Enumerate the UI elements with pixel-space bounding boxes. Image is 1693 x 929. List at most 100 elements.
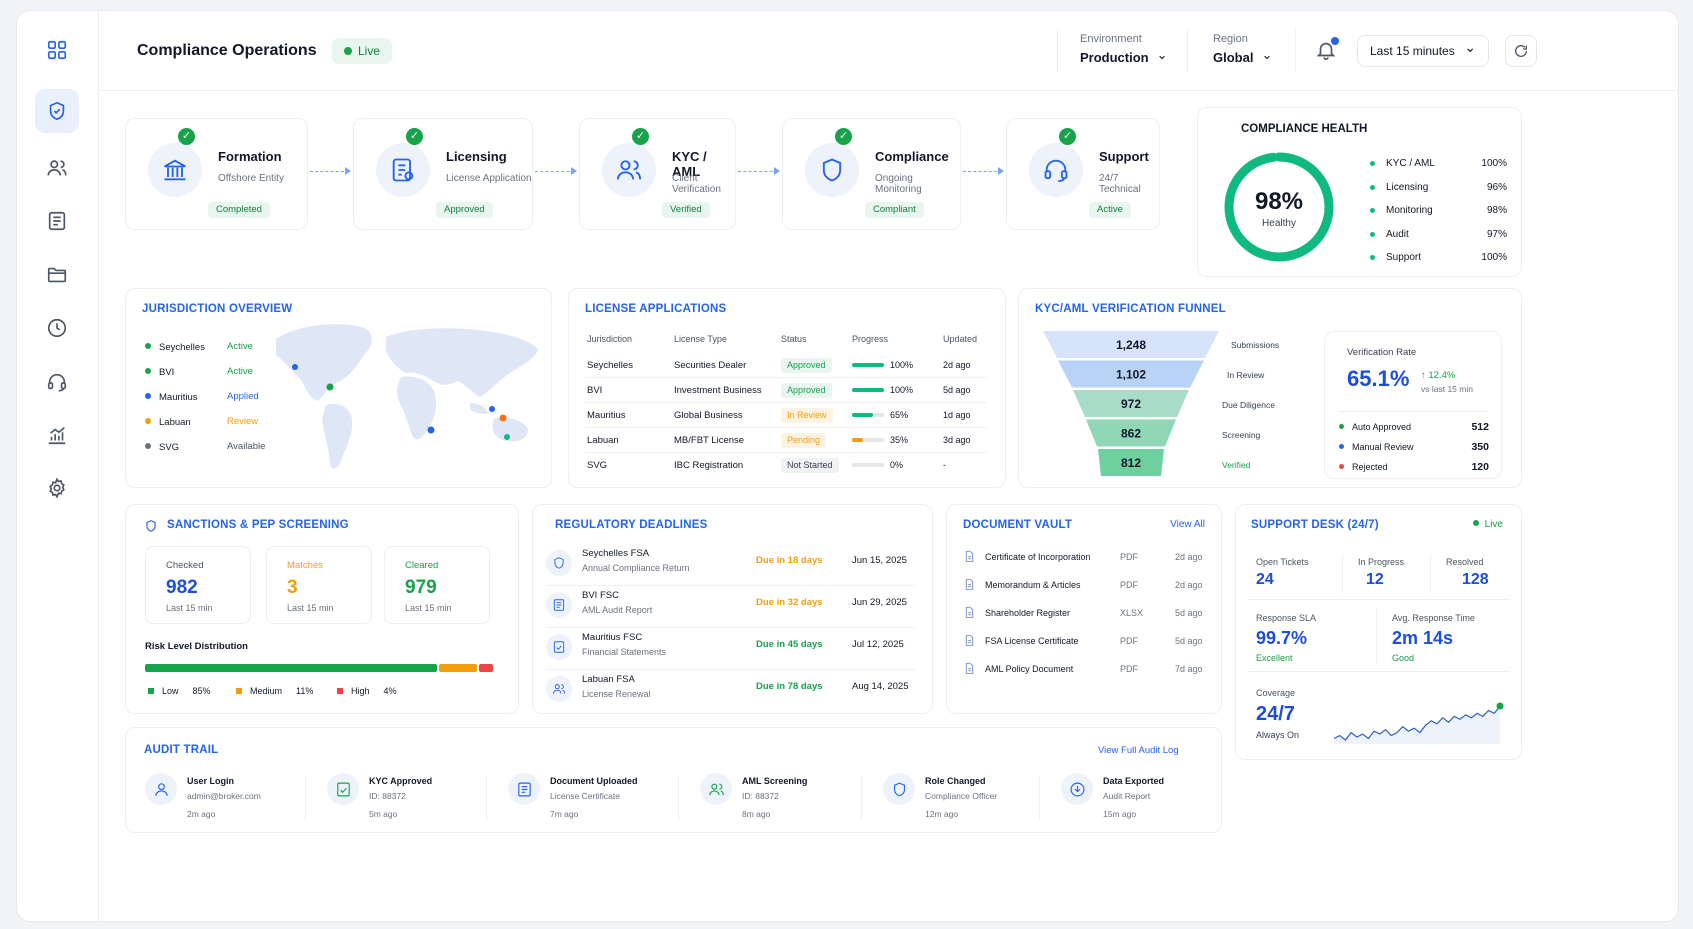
jurisdiction-item[interactable]: Mauritius Applied [145,391,275,403]
jurisdiction-item[interactable]: SVG Available [145,441,275,453]
funnel-segment[interactable] [1058,360,1204,388]
risk-legend-item: High 4% [337,686,397,696]
document-item[interactable]: Certificate of Incorporation PDF 2d ago [963,551,1213,571]
screening-stat-checked[interactable]: Checked 982 Last 15 min [145,546,251,624]
sidebar-gear-icon[interactable] [35,466,79,510]
refresh-button[interactable] [1505,35,1537,67]
sidebar-headset-icon[interactable] [35,360,79,404]
audit-title: Role Changed [925,776,986,786]
download-icon [1061,773,1093,805]
map-marker-bvi-region[interactable] [292,364,298,370]
notification-bell-icon[interactable] [1315,39,1337,61]
deadline-description: AML Audit Report [582,605,653,615]
license-progress-bar [852,463,884,467]
stat-value: 3 [287,577,298,598]
dashboard-grid-icon[interactable] [35,28,79,72]
audit-title: KYC Approved [369,776,433,786]
audit-entry[interactable]: Data Exported Audit Report 15m ago [1061,771,1221,827]
check-icon: ✓ [835,128,852,145]
map-marker-oceania[interactable] [504,434,510,440]
map-marker-bvi[interactable] [326,383,334,391]
audit-entry[interactable]: Role Changed Compliance Officer 12m ago [883,771,1043,827]
audit-time: 2m ago [187,809,216,819]
funnel-segment[interactable] [1073,390,1189,417]
health-item-value: 100% [1481,158,1507,169]
coverage-value: 24/7 [1256,703,1295,725]
breakdown-name: Manual Review [1352,442,1414,452]
license-status-badge: Pending [781,433,827,448]
deadline-item[interactable]: BVI FSC AML Audit Report Due in 32 days … [546,588,916,628]
rate-breakdown-item: Manual Review 350 [1339,441,1489,453]
table-header: Status [781,334,807,344]
map-marker-asia[interactable] [489,406,495,412]
pipeline-stage-kyc-aml[interactable]: ✓ KYC / AML Client Verification Verified [579,118,736,230]
health-donut [1224,152,1334,262]
region-select[interactable]: Region Global [1213,33,1272,66]
sidebar-shield-icon[interactable] [35,89,79,133]
sidebar-clock-icon[interactable] [35,306,79,350]
audit-time: 15m ago [1103,809,1137,819]
environment-select[interactable]: Environment Production [1080,33,1168,66]
status-dot [1370,255,1375,260]
shield-icon [146,520,156,532]
jurisdiction-item[interactable]: BVI Active [145,366,275,378]
health-item: Audit 97% [1370,229,1507,241]
document-item[interactable]: FSA License Certificate PDF 5d ago [963,635,1213,655]
stage-status-badge: Verified [662,202,710,218]
health-donut-arc [1224,152,1334,262]
license-applications-card: LICENSE APPLICATIONS Jurisdiction License… [568,288,1006,488]
sidebar-folder-icon[interactable] [35,253,79,297]
funnel-segment[interactable] [1043,331,1219,358]
audit-title: User Login [187,776,235,786]
rate-breakdown-item: Auto Approved 512 [1339,421,1489,433]
pipeline-stage-support[interactable]: ✓ Support 24/7 Technical Active [1006,118,1160,230]
stage-status-badge: Approved [436,202,493,218]
map-marker-mauritius[interactable] [427,426,435,434]
license-progress-value: 100% [890,360,914,370]
deadline-item[interactable]: Seychelles FSA Annual Compliance Return … [546,546,916,586]
deadline-due: Due in 32 days [756,597,823,608]
pipeline-stage-licensing[interactable]: ✓ Licensing License Application Approved [353,118,533,230]
deadline-item[interactable]: Mauritius FSC Financial Statements Due i… [546,630,916,670]
jurisdiction-name: Labuan [159,417,191,428]
screening-stat-matches[interactable]: Matches 3 Last 15 min [266,546,372,624]
screening-stat-cleared[interactable]: Cleared 979 Last 15 min [384,546,490,624]
license-progress-value: 65% [890,410,909,420]
jurisdiction-item[interactable]: Labuan Review [145,416,275,428]
funnel-segment[interactable] [1098,449,1164,476]
funnel-stage-label: Due Diligence [1222,400,1275,410]
environment-value: Production [1080,50,1168,66]
document-badge-icon [376,143,430,197]
sidebar-users-icon[interactable] [35,146,79,190]
jurisdiction-item[interactable]: Seychelles Active [145,341,275,353]
user-icon [145,773,177,805]
document-item[interactable]: Shareholder Register XLSX 5d ago [963,607,1213,627]
shield-icon [546,550,572,576]
time-range-select[interactable]: Last 15 minutes [1357,32,1489,67]
pipeline-stage-formation[interactable]: ✓ Formation Offshore Entity Completed [125,118,308,230]
funnel-segment[interactable] [1086,419,1176,447]
map-marker-labuan[interactable] [499,414,507,422]
deadline-regulator: Seychelles FSA [582,548,650,559]
audit-entry[interactable]: KYC Approved ID: 88372 5m ago [327,771,487,827]
audit-entry[interactable]: User Login admin@broker.com 2m ago [145,771,305,827]
sidebar-document-icon[interactable] [35,199,79,243]
pipeline-stage-compliance[interactable]: ✓ Compliance Ongoing Monitoring Compliant [782,118,961,230]
license-progress-bar [852,363,884,367]
view-full-audit-log-link[interactable]: View Full Audit Log [1098,745,1179,756]
document-item[interactable]: Memorandum & Articles PDF 2d ago [963,579,1213,599]
file-icon [963,606,976,619]
stage-name: Support [1099,149,1149,164]
audit-entry[interactable]: Document Uploaded License Certificate 7m… [508,771,668,827]
licenses-title: LICENSE APPLICATIONS [585,303,727,315]
breakdown-name: Rejected [1352,462,1388,472]
audit-entry[interactable]: AML Screening ID: 88372 8m ago [700,771,860,827]
deadline-item[interactable]: Labuan FSA License Renewal Due in 78 day… [546,672,916,712]
license-status-badge: Approved [781,383,832,398]
document-item[interactable]: AML Policy Document PDF 7d ago [963,663,1213,683]
vault-view-all-link[interactable]: View All [1170,519,1205,530]
sidebar-chart-icon[interactable] [35,413,79,457]
funnel-stage-label: Screening [1222,430,1261,440]
ticket-label: In Progress [1358,557,1405,567]
legend-swatch [236,688,242,694]
